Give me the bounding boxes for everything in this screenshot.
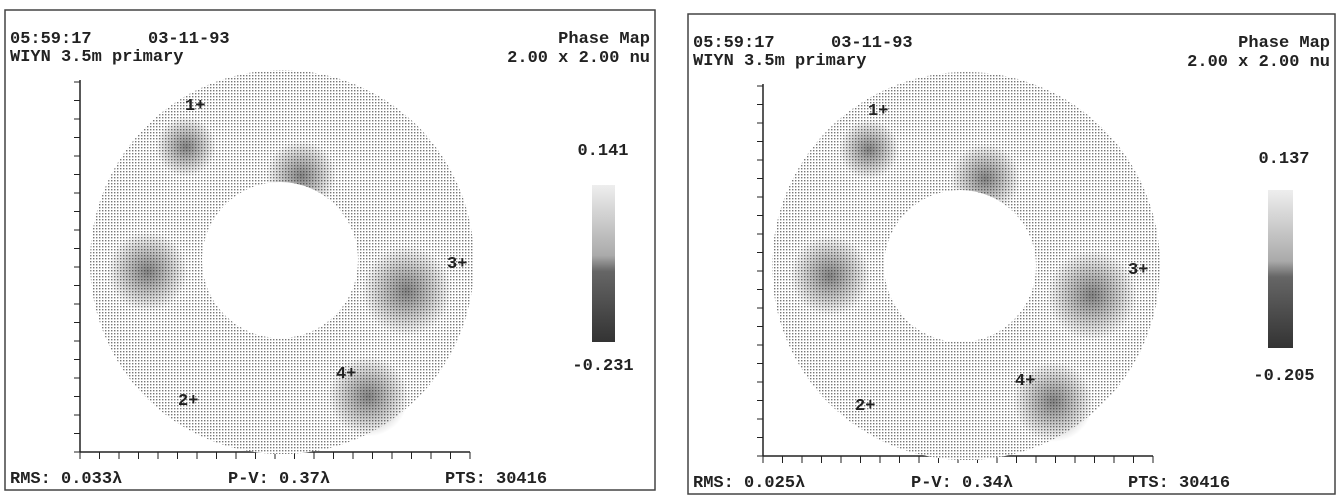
marker-label: 3+: [1128, 261, 1148, 280]
date: 03-11-93: [148, 30, 230, 49]
scale-max: 0.137: [1258, 150, 1309, 169]
central-hole: [884, 190, 1036, 342]
map-feature: [790, 236, 870, 316]
map-feature: [108, 232, 188, 312]
scale-min: -0.205: [1253, 367, 1314, 386]
marker-label: 4+: [1015, 372, 1035, 391]
scale-max: 0.141: [577, 142, 628, 161]
page: 0.141-0.23105:59:1703-11-93WIYN 3.5m pri…: [0, 0, 1337, 496]
date: 03-11-93: [831, 34, 913, 53]
marker-label: 2+: [178, 392, 198, 411]
points: PTS: 30416: [445, 470, 547, 489]
scale-min: -0.231: [572, 357, 633, 376]
peak-to-valley: P-V: 0.37λ: [228, 470, 330, 489]
map-feature: [1047, 250, 1137, 340]
time: 05:59:17: [10, 30, 92, 49]
time: 05:59:17: [693, 34, 775, 53]
rms: RMS: 0.025λ: [693, 474, 805, 493]
marker-label: 1+: [185, 97, 205, 116]
rms: RMS: 0.033λ: [10, 470, 122, 489]
marker-label: 4+: [336, 365, 356, 384]
color-scale: [592, 185, 615, 342]
marker-label: 3+: [447, 255, 467, 274]
screen: 0.141-0.23105:59:1703-11-93WIYN 3.5m pri…: [0, 0, 1337, 496]
color-scale: [1268, 190, 1293, 348]
marker-label: 1+: [868, 102, 888, 121]
map-feature: [156, 117, 216, 177]
scale: 2.00 x 2.00 nu: [1187, 53, 1330, 72]
map-type: Phase Map: [558, 30, 650, 49]
map-feature: [362, 246, 452, 336]
telescope: WIYN 3.5m primary: [693, 52, 866, 71]
central-hole: [202, 182, 358, 338]
marker-label: 2+: [855, 397, 875, 416]
peak-to-valley: P-V: 0.34λ: [911, 474, 1013, 493]
scale: 2.00 x 2.00 nu: [507, 49, 650, 68]
map-type: Phase Map: [1238, 34, 1330, 53]
points: PTS: 30416: [1128, 474, 1230, 493]
map-feature: [839, 120, 899, 180]
telescope: WIYN 3.5m primary: [10, 48, 183, 67]
